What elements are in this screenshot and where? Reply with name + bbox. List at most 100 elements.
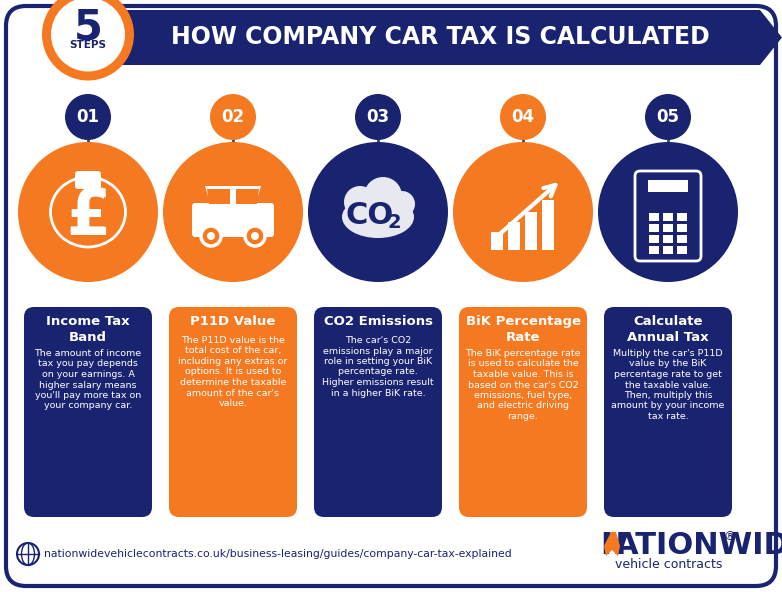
Polygon shape [207, 189, 230, 204]
Text: percentage rate to get: percentage rate to get [614, 370, 722, 379]
Text: 5: 5 [74, 7, 102, 49]
Circle shape [210, 94, 256, 140]
Bar [677, 246, 687, 254]
Text: Multiply the car's P11D: Multiply the car's P11D [613, 349, 723, 358]
Text: total cost of the car,: total cost of the car, [185, 346, 282, 356]
Circle shape [163, 142, 303, 282]
FancyBboxPatch shape [635, 171, 701, 261]
Text: £: £ [66, 188, 109, 246]
Text: N: N [600, 532, 626, 561]
Text: ATIONWIDE: ATIONWIDE [615, 532, 782, 561]
Text: value by the BiK: value by the BiK [630, 359, 707, 368]
Bar [663, 224, 673, 232]
Polygon shape [604, 532, 620, 556]
Text: 2: 2 [387, 213, 401, 231]
Text: and electric driving: and electric driving [477, 401, 569, 410]
Bar [677, 235, 687, 243]
Text: Then, multiply this: Then, multiply this [624, 391, 712, 400]
Circle shape [355, 94, 401, 140]
Text: CO2 Emissions: CO2 Emissions [324, 315, 432, 328]
Circle shape [245, 226, 265, 246]
Bar [649, 213, 659, 221]
Text: Income Tax
Band: Income Tax Band [46, 315, 130, 344]
Circle shape [308, 142, 448, 282]
Bar [677, 224, 687, 232]
Text: HOW COMPANY CAR TAX IS CALCULATED: HOW COMPANY CAR TAX IS CALCULATED [170, 25, 709, 50]
Bar [491, 232, 503, 250]
Text: nationwidevehiclecontracts.co.uk/business-leasing/guides/company-car-tax-explain: nationwidevehiclecontracts.co.uk/busines… [44, 549, 511, 559]
Circle shape [598, 142, 738, 282]
Text: determine the taxable: determine the taxable [180, 378, 286, 387]
Text: your company car.: your company car. [44, 401, 132, 410]
Polygon shape [100, 10, 782, 65]
Circle shape [51, 0, 125, 72]
Text: options. It is used to: options. It is used to [185, 368, 282, 377]
Text: tax you pay depends: tax you pay depends [38, 359, 138, 368]
Ellipse shape [51, 177, 125, 247]
Text: Calculate
Annual Tax: Calculate Annual Tax [627, 315, 708, 344]
Text: is used to calculate the: is used to calculate the [468, 359, 579, 368]
Text: The car's CO2: The car's CO2 [345, 336, 411, 345]
Text: vehicle contracts: vehicle contracts [615, 558, 723, 571]
Text: Higher emissions result: Higher emissions result [322, 378, 434, 387]
Text: based on the car's CO2: based on the car's CO2 [468, 381, 579, 390]
Bar [525, 212, 537, 250]
Bar [648, 180, 688, 192]
Circle shape [251, 232, 259, 240]
Text: 03: 03 [367, 108, 389, 126]
Text: in a higher BiK rate.: in a higher BiK rate. [331, 388, 425, 397]
FancyBboxPatch shape [314, 307, 442, 517]
Bar [663, 235, 673, 243]
Circle shape [364, 177, 402, 215]
Text: 04: 04 [511, 108, 535, 126]
Bar [508, 222, 520, 250]
Text: 05: 05 [657, 108, 680, 126]
FancyBboxPatch shape [459, 307, 587, 517]
Text: BiK Percentage
Rate: BiK Percentage Rate [465, 315, 580, 344]
Circle shape [645, 94, 691, 140]
Text: the taxable value.: the taxable value. [625, 381, 711, 390]
Circle shape [453, 142, 593, 282]
Text: The P11D value is the: The P11D value is the [181, 336, 285, 345]
Text: STEPS: STEPS [70, 40, 106, 50]
Text: you'll pay more tax on: you'll pay more tax on [35, 391, 141, 400]
Text: range.: range. [508, 412, 538, 421]
Text: tax rate.: tax rate. [647, 412, 688, 421]
Ellipse shape [342, 196, 414, 238]
FancyBboxPatch shape [24, 307, 152, 517]
Circle shape [42, 0, 134, 81]
Text: 01: 01 [77, 108, 99, 126]
Text: including any extras or: including any extras or [178, 357, 288, 366]
Text: P11D Value: P11D Value [190, 315, 276, 328]
Circle shape [201, 226, 221, 246]
Text: CO: CO [346, 201, 394, 230]
Circle shape [65, 94, 111, 140]
Polygon shape [236, 189, 259, 204]
Circle shape [500, 94, 546, 140]
Text: amount of the car's: amount of the car's [186, 388, 279, 397]
Bar [663, 246, 673, 254]
FancyBboxPatch shape [192, 203, 274, 237]
Text: role in setting your BiK: role in setting your BiK [324, 357, 432, 366]
Text: The amount of income: The amount of income [34, 349, 142, 358]
FancyBboxPatch shape [6, 6, 776, 586]
Text: ®: ® [723, 530, 736, 543]
Circle shape [389, 191, 415, 217]
Bar [677, 213, 687, 221]
Text: emissions play a major: emissions play a major [323, 346, 432, 356]
Bar [649, 246, 659, 254]
Bar [649, 224, 659, 232]
Text: amount by your income: amount by your income [612, 401, 725, 410]
Circle shape [207, 232, 215, 240]
Text: 02: 02 [221, 108, 245, 126]
Text: value.: value. [218, 399, 247, 408]
FancyBboxPatch shape [75, 171, 101, 189]
Text: percentage rate.: percentage rate. [338, 368, 418, 377]
Circle shape [18, 142, 158, 282]
Text: higher salary means: higher salary means [39, 381, 137, 390]
Bar [663, 213, 673, 221]
Text: £: £ [66, 186, 110, 248]
Polygon shape [205, 186, 261, 206]
Bar [649, 235, 659, 243]
Circle shape [344, 186, 376, 218]
